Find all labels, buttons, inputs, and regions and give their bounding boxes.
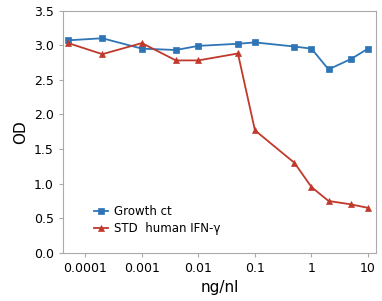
Line: STD  human IFN-γ: STD human IFN-γ [65,40,372,211]
STD  human IFN-γ [173,59,178,62]
STD  human IFN-γ [253,129,257,132]
Growth ct [292,45,297,48]
STD  human IFN-γ [196,59,201,62]
Growth ct [236,42,240,45]
Growth ct [196,44,201,48]
STD  human IFN-γ [309,185,314,189]
STD  human IFN-γ [66,41,71,45]
Growth ct [253,41,257,44]
Y-axis label: OD: OD [13,120,28,144]
STD  human IFN-γ [366,206,370,210]
STD  human IFN-γ [139,41,144,45]
Growth ct [349,57,353,61]
STD  human IFN-γ [100,52,105,56]
Growth ct [309,47,314,51]
Line: Growth ct: Growth ct [65,35,372,73]
STD  human IFN-γ [236,52,240,55]
Growth ct [326,68,331,71]
Growth ct [366,47,370,51]
STD  human IFN-γ [292,161,297,165]
STD  human IFN-γ [349,203,353,206]
Growth ct [173,48,178,52]
STD  human IFN-γ [326,199,331,203]
Growth ct [100,36,105,40]
Growth ct [66,39,71,42]
Legend: Growth ct, STD  human IFN-γ: Growth ct, STD human IFN-γ [94,205,220,235]
X-axis label: ng/nl: ng/nl [200,281,239,296]
Growth ct [139,47,144,51]
